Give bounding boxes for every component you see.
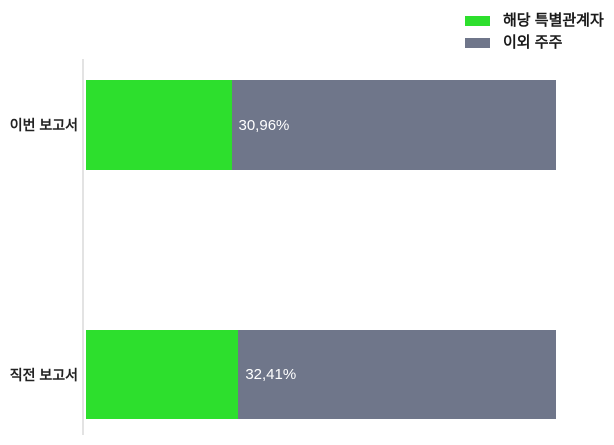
legend-swatch-gray-icon xyxy=(465,38,490,48)
category-label-previous-report: 직전 보고서 xyxy=(9,366,78,383)
category-label-current-report: 이번 보고서 xyxy=(9,117,78,133)
bar-segment-special-related xyxy=(86,330,239,419)
bar-segment-other-shareholders: 32,41% xyxy=(238,330,556,419)
bar-value-label: 30,96% xyxy=(238,116,290,134)
legend-label-other-shareholders: 이외 주주 xyxy=(503,34,563,51)
bar-segment-special-related xyxy=(86,80,232,170)
bar-value-label: 32,41% xyxy=(245,366,297,383)
legend-item-special-related: 해당 특별관계자 xyxy=(465,13,604,29)
bar-track: 32,41% xyxy=(86,330,556,419)
bar-segment-other-shareholders: 30,96% xyxy=(231,80,556,170)
chart-legend: 해당 특별관계자 이외 주주 xyxy=(465,13,604,51)
y-axis-line xyxy=(82,59,84,435)
legend-item-other-shareholders: 이외 주주 xyxy=(465,35,604,51)
bar-track: 30,96% xyxy=(86,80,556,170)
legend-label-special-related: 해당 특별관계자 xyxy=(503,12,604,29)
bar-row-previous-report: 직전 보고서 32,41% xyxy=(0,330,614,419)
bar-row-current-report: 이번 보고서 30,96% xyxy=(0,80,614,170)
legend-swatch-green-icon xyxy=(465,16,490,26)
